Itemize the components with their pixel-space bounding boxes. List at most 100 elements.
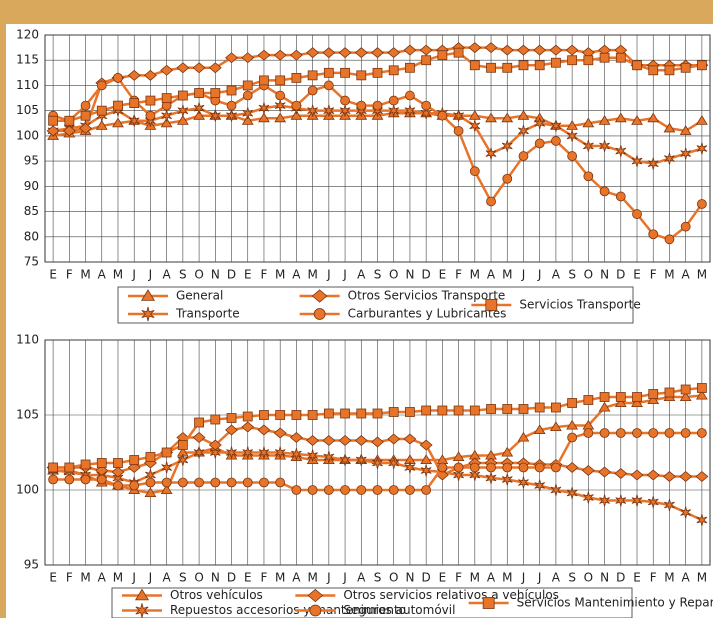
x-tick-label: J <box>342 571 347 585</box>
x-tick-label: A <box>292 571 301 585</box>
x-tick-label: S <box>179 571 187 585</box>
marker <box>599 140 610 152</box>
marker <box>95 120 108 130</box>
marker <box>696 60 707 71</box>
marker <box>161 447 172 458</box>
marker <box>208 62 222 74</box>
marker <box>582 117 595 128</box>
marker <box>242 411 253 422</box>
marker <box>311 289 328 303</box>
marker <box>387 433 401 445</box>
marker <box>517 109 530 120</box>
marker <box>339 454 351 466</box>
marker <box>225 424 238 436</box>
marker <box>64 462 75 473</box>
marker <box>696 199 707 209</box>
x-tick-label: S <box>179 268 187 282</box>
marker <box>549 44 563 56</box>
marker <box>583 171 594 182</box>
x-tick-label: M <box>80 571 90 585</box>
marker <box>551 462 561 473</box>
x-tick-label: J <box>148 268 153 282</box>
marker <box>145 95 156 106</box>
marker <box>501 112 514 123</box>
marker <box>663 122 676 133</box>
marker <box>96 80 107 91</box>
marker <box>372 457 383 469</box>
marker <box>421 485 432 495</box>
x-tick-label: M <box>80 268 90 282</box>
y-tick-label: 115 <box>16 53 39 67</box>
marker <box>354 47 368 59</box>
legend-label: Otros vehículos <box>170 588 263 602</box>
marker <box>518 60 529 71</box>
marker <box>96 105 107 116</box>
marker <box>323 80 334 91</box>
marker <box>113 480 123 491</box>
marker <box>356 485 367 495</box>
marker <box>323 408 334 419</box>
legend-label: Otros servicios relativos a vehículos <box>343 588 559 602</box>
marker <box>210 477 221 488</box>
marker <box>210 414 221 425</box>
marker <box>372 408 383 419</box>
marker <box>696 383 707 393</box>
marker <box>275 477 286 488</box>
marker <box>113 100 123 111</box>
marker <box>372 100 383 111</box>
x-tick-label: D <box>422 571 431 585</box>
marker <box>387 47 401 59</box>
marker <box>307 104 318 117</box>
x-tick-label: M <box>502 268 512 282</box>
marker <box>680 62 691 73</box>
marker <box>566 120 579 130</box>
legend-label: Seguros automóvil <box>343 603 455 617</box>
marker <box>405 407 415 417</box>
x-tick-label: A <box>163 268 172 282</box>
marker <box>468 42 482 54</box>
marker <box>193 446 205 459</box>
marker <box>583 428 594 438</box>
marker <box>567 55 578 66</box>
marker <box>453 109 464 122</box>
marker <box>421 100 432 111</box>
marker <box>437 462 448 473</box>
marker <box>160 484 173 495</box>
marker <box>80 459 91 470</box>
marker <box>485 299 498 311</box>
marker <box>291 448 302 460</box>
marker <box>48 115 59 126</box>
marker <box>356 70 367 81</box>
marker <box>242 90 253 101</box>
x-tick-label: M <box>470 571 480 585</box>
marker <box>323 67 334 78</box>
marker <box>372 485 383 495</box>
y-tick-label: 90 <box>24 179 39 193</box>
marker <box>437 110 448 121</box>
marker <box>194 477 204 488</box>
marker <box>323 485 334 495</box>
x-tick-label: D <box>422 268 431 282</box>
x-tick-label: N <box>211 571 220 585</box>
marker <box>323 451 335 463</box>
x-tick-label: M <box>502 571 512 585</box>
x-tick-label: E <box>49 268 57 282</box>
x-tick-label: N <box>600 571 609 585</box>
marker <box>598 466 612 478</box>
marker <box>193 102 205 115</box>
marker <box>176 115 189 125</box>
x-tick-label: E <box>633 268 641 282</box>
marker <box>289 49 303 61</box>
marker <box>486 462 496 473</box>
marker <box>534 462 545 473</box>
marker <box>273 427 287 439</box>
marker <box>696 514 708 526</box>
marker <box>420 107 432 120</box>
marker <box>340 408 350 419</box>
x-tick-label: O <box>389 268 398 282</box>
marker <box>127 462 141 473</box>
x-tick-label: D <box>616 268 625 282</box>
marker <box>64 115 75 126</box>
marker <box>615 392 626 402</box>
x-tick-label: A <box>552 268 561 282</box>
